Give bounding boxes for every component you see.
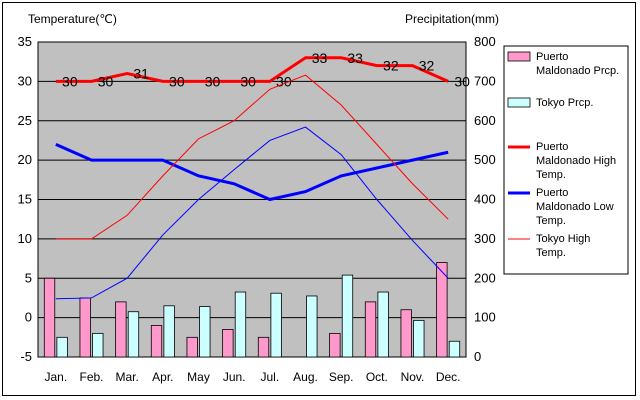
left-tick-label: 35 (18, 34, 32, 49)
legend-label: Tokyo High Temp. (536, 233, 590, 259)
left-tick-label: -5 (20, 349, 32, 364)
precip-bar (56, 336, 68, 358)
x-tick-label: Oct. (366, 370, 388, 384)
left-tick-label: 10 (18, 231, 32, 246)
data-label: 30 (98, 73, 114, 89)
legend-label: Puerto Maldonado High Temp. (536, 141, 616, 181)
precip-bar (257, 336, 270, 358)
precip-bar (270, 292, 282, 358)
right-tick-label: 600 (474, 113, 496, 128)
precip-bar (79, 297, 91, 358)
temp-line (55, 126, 449, 300)
legend-swatch (507, 51, 531, 62)
x-tick-label: Dec. (436, 370, 461, 384)
precip-bar (377, 291, 389, 358)
data-label: 30 (62, 73, 78, 89)
data-label: 31 (133, 66, 149, 82)
left-tick-label: 5 (25, 270, 32, 285)
right-tick-label: 100 (474, 310, 496, 325)
x-tick-label: Feb. (79, 370, 103, 384)
precip-bar (127, 311, 140, 358)
precip-bar (163, 305, 175, 358)
x-tick-label: Apr. (152, 370, 173, 384)
precip-bar (199, 306, 211, 358)
right-axis-title: Precipitation(mm) (405, 12, 500, 26)
right-tick-label: 400 (474, 192, 496, 207)
precip-bar (222, 329, 234, 358)
right-tick-label: 800 (474, 34, 496, 49)
x-tick-label: Nov. (401, 370, 425, 384)
legend-swatch (507, 97, 531, 108)
left-tick-label: 20 (18, 152, 32, 167)
data-label: 32 (419, 58, 435, 74)
x-tick-label: Sep. (329, 370, 354, 384)
right-tick-label: 500 (474, 152, 496, 167)
precip-bar (150, 325, 163, 358)
x-tick-label: Jun. (223, 370, 246, 384)
precip-bar (92, 332, 104, 358)
precip-bar (329, 332, 341, 358)
temp-line (55, 74, 449, 240)
legend-label: Puerto Maldonado Low Temp. (536, 187, 614, 227)
precip-bar (115, 301, 127, 358)
right-tick-label: 0 (474, 349, 481, 364)
data-label: 33 (347, 50, 363, 66)
right-tick-label: 700 (474, 73, 496, 88)
right-tick-label: 300 (474, 231, 496, 246)
left-axis-title: Temperature(℃) (28, 12, 117, 26)
x-tick-label: Aug. (293, 370, 318, 384)
x-tick-label: Jul. (260, 370, 279, 384)
x-tick-label: Jan. (44, 370, 67, 384)
data-label: 33 (312, 50, 328, 66)
precip-bar (186, 336, 198, 358)
data-label: 30 (205, 73, 221, 89)
right-tick-label: 200 (474, 270, 496, 285)
legend-label: Tokyo Prcp. (536, 97, 593, 109)
data-label: 32 (383, 58, 399, 74)
precip-bar (413, 319, 425, 358)
x-tick-label: May (187, 370, 210, 384)
left-tick-label: 15 (18, 192, 32, 207)
data-label: 30 (169, 73, 185, 89)
data-label: 30 (240, 73, 256, 89)
precip-bar (400, 309, 412, 358)
left-tick-label: 30 (18, 73, 32, 88)
precip-bar (43, 277, 56, 358)
precip-bar (364, 301, 377, 358)
temp-line (55, 143, 449, 202)
precip-bar (341, 274, 354, 358)
data-label: 30 (454, 73, 470, 89)
temp-line (55, 56, 449, 83)
precip-bar (234, 291, 247, 358)
precip-bar (448, 340, 461, 358)
left-tick-label: 25 (18, 113, 32, 128)
legend-box (503, 45, 629, 275)
left-tick-label: 0 (25, 310, 32, 325)
precip-bar (306, 295, 318, 358)
legend-label: Puerto Maldonado Prcp. (536, 51, 619, 77)
x-tick-label: Mar. (115, 370, 138, 384)
precip-bar (436, 262, 448, 358)
